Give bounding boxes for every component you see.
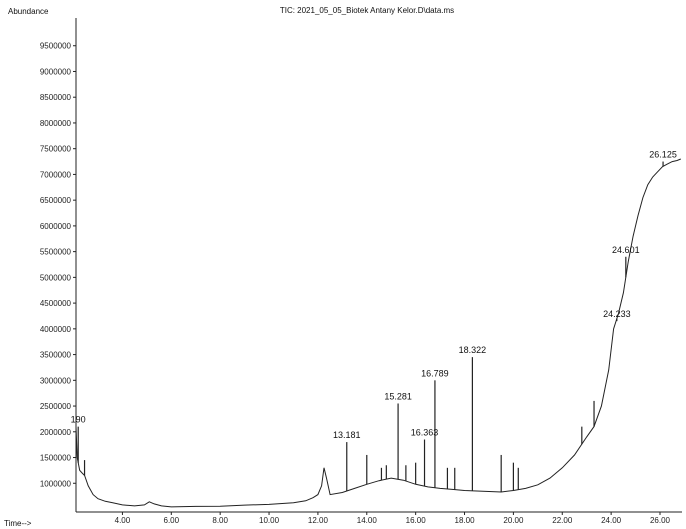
y-tick-label: 3000000 [40, 376, 72, 385]
x-tick-label: 8.00 [212, 516, 228, 525]
x-tick-label: 6.00 [164, 516, 180, 525]
tic-trace [75, 158, 681, 508]
y-tick-label: 6500000 [40, 196, 72, 205]
peak-labels: 190 13.181 15.281 16.363 16.789 18.322 24.233 2… [71, 150, 677, 441]
y-tick-label: 9000000 [40, 67, 72, 76]
peak-label: 15.281 [384, 391, 412, 401]
x-tick-label: 20.00 [503, 516, 524, 525]
peak-markers [77, 161, 664, 493]
y-tick-label: 5500000 [40, 248, 72, 257]
y-ticks: 1000000 1500000 2000000 2500000 3000000 35000… [40, 42, 76, 488]
y-tick-label: 9500000 [40, 42, 72, 51]
y-tick-label: 7000000 [40, 170, 72, 179]
peak-label: 24.601 [612, 245, 640, 255]
peak-label: 26.125 [649, 150, 677, 160]
x-tick-label: 18.00 [455, 516, 476, 525]
peak-label: 13.181 [333, 430, 361, 440]
peak-label: 16.363 [411, 428, 439, 438]
peak-label: 18.322 [459, 345, 487, 355]
peak-label: 190 [71, 415, 86, 425]
peak-label: 24.233 [603, 309, 631, 319]
y-tick-label: 3500000 [40, 351, 72, 360]
x-tick-label: 24.00 [601, 516, 622, 525]
y-tick-label: 2000000 [40, 428, 72, 437]
x-tick-label: 22.00 [552, 516, 573, 525]
x-tick-label: 16.00 [406, 516, 427, 525]
y-tick-label: 4500000 [40, 299, 72, 308]
peak-label: 16.789 [421, 368, 449, 378]
axes [75, 18, 682, 513]
x-axis-label: Time--> [4, 519, 32, 528]
y-tick-label: 1500000 [40, 454, 72, 463]
x-tick-label: 4.00 [115, 516, 131, 525]
y-tick-label: 6000000 [40, 222, 72, 231]
x-tick-label: 14.00 [357, 516, 378, 525]
x-ticks: 4.00 6.00 8.00 10.00 12.00 14.00 16.00 18.00 20.… [115, 512, 671, 525]
y-axis-label: Abundance [8, 7, 49, 16]
y-tick-label: 5000000 [40, 273, 72, 282]
y-tick-label: 1000000 [40, 479, 72, 488]
y-tick-label: 4000000 [40, 325, 72, 334]
x-tick-label: 10.00 [259, 516, 280, 525]
y-tick-label: 8000000 [40, 119, 72, 128]
x-tick-label: 26.00 [650, 516, 671, 525]
chart-title: TIC: 2021_05_05_Biotek Antany Kelor.D\da… [280, 6, 454, 15]
y-tick-label: 2500000 [40, 402, 72, 411]
y-tick-label: 8500000 [40, 93, 72, 102]
x-tick-label: 12.00 [308, 516, 329, 525]
y-tick-label: 7500000 [40, 145, 72, 154]
